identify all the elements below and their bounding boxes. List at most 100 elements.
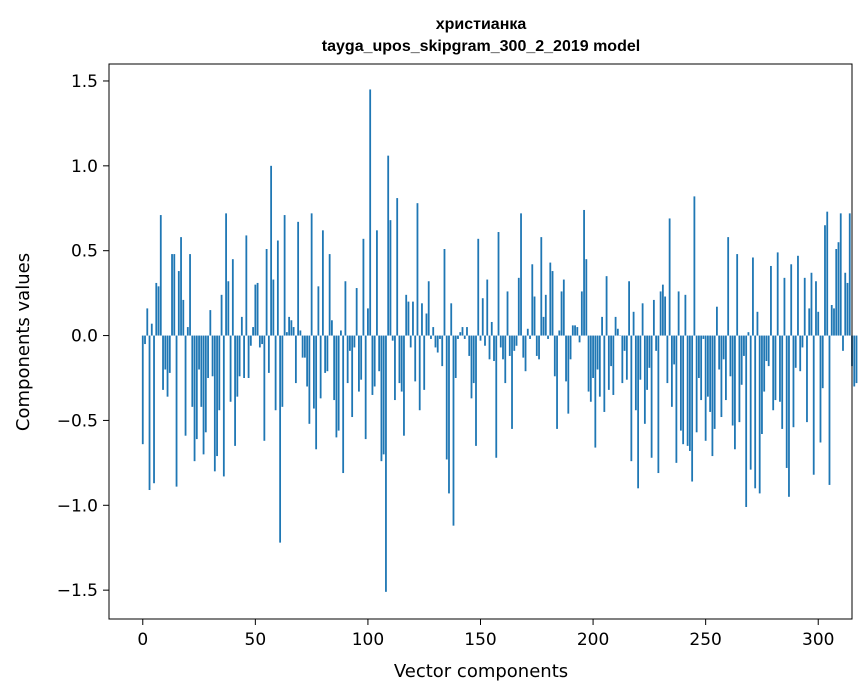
bar-component-268: [745, 335, 748, 507]
bar-series: [141, 89, 858, 592]
bar-component-42: [236, 335, 239, 397]
bar-component-48: [249, 335, 252, 346]
bar-component-172: [529, 335, 531, 339]
bar-component-67: [292, 327, 295, 336]
bar-component-251: [707, 335, 709, 397]
bar-component-152: [484, 335, 486, 346]
y-axis-ticks: 1.5 1.0 0.5 0.0 −0.5 −1.0 −1.5: [57, 72, 109, 601]
bar-component-131: [436, 335, 439, 353]
bar-component-181: [549, 262, 552, 336]
bar-component-28: [204, 335, 207, 433]
bar-component-225: [648, 335, 651, 368]
bar-component-100: [367, 308, 369, 336]
bar-component-281: [774, 335, 777, 401]
bar-component-36: [222, 335, 225, 477]
bar-component-22: [191, 335, 194, 407]
bar-component-211: [616, 328, 619, 336]
bar-component-288: [790, 264, 793, 336]
bar-component-266: [740, 335, 743, 385]
bar-component-203: [598, 335, 601, 397]
bar-component-90: [344, 281, 347, 336]
bar-component-189: [567, 335, 570, 414]
bar-component-126: [425, 313, 428, 336]
bar-component-17: [180, 237, 182, 336]
bar-component-217: [630, 335, 633, 462]
bar-component-116: [403, 335, 405, 436]
bar-component-50: [254, 284, 257, 336]
bar-component-141: [459, 332, 462, 336]
bar-component-237: [675, 335, 678, 463]
bar-component-310: [839, 213, 842, 336]
x-tick-label: 100: [352, 630, 384, 650]
bar-component-193: [576, 327, 579, 336]
bar-component-244: [691, 335, 694, 482]
bar-component-76: [312, 335, 315, 409]
bar-component-13: [171, 254, 173, 336]
bar-component-132: [439, 335, 441, 339]
bar-component-7: [157, 286, 160, 336]
y-tick-label: −0.5: [57, 411, 98, 431]
bar-component-214: [623, 335, 626, 351]
bar-component-184: [556, 335, 558, 429]
bar-component-45: [243, 335, 245, 378]
bar-component-205: [603, 335, 606, 412]
bar-component-59: [274, 335, 277, 411]
bar-component-219: [634, 335, 637, 411]
bar-component-264: [736, 254, 739, 336]
bar-component-243: [688, 335, 691, 451]
bar-component-145: [468, 335, 471, 356]
bar-component-80: [321, 230, 324, 336]
bar-component-175: [535, 335, 538, 356]
bar-component-158: [497, 232, 500, 336]
bar-component-72: [303, 335, 306, 358]
bar-component-15: [175, 335, 178, 487]
chart-title-line2: tayga_upos_skipgram_300_2_2019 model: [322, 38, 640, 55]
bar-component-164: [511, 335, 513, 429]
bar-component-259: [725, 335, 727, 401]
bar-component-185: [558, 330, 561, 336]
bar-component-81: [324, 335, 327, 373]
bar-component-210: [614, 316, 617, 336]
bar-component-197: [585, 259, 588, 336]
bar-component-289: [792, 335, 795, 428]
bar-component-4: [150, 323, 153, 336]
bar-component-55: [265, 249, 268, 336]
bar-component-311: [842, 335, 844, 351]
bar-component-86: [335, 335, 338, 438]
bar-component-29: [207, 335, 209, 378]
bar-component-314: [848, 213, 851, 336]
x-tick-label: 0: [137, 630, 148, 650]
bar-component-233: [666, 335, 669, 384]
bar-component-97: [360, 335, 363, 380]
bar-component-21: [189, 254, 191, 336]
bar-component-285: [783, 277, 786, 336]
bar-component-303: [824, 225, 826, 336]
bar-component-27: [202, 335, 205, 455]
bar-component-292: [799, 335, 802, 372]
bar-component-171: [526, 328, 529, 336]
bar-component-110: [389, 220, 392, 336]
bar-component-24: [195, 335, 198, 440]
bar-component-229: [657, 335, 660, 474]
bar-component-245: [693, 196, 696, 336]
bar-component-274: [758, 335, 761, 494]
bar-component-157: [495, 335, 498, 458]
bar-component-84: [331, 320, 333, 336]
bar-component-111: [391, 335, 394, 341]
bar-component-133: [441, 335, 444, 367]
bar-component-200: [592, 335, 594, 378]
bar-component-235: [670, 335, 673, 407]
bar-component-298: [812, 335, 815, 475]
bar-component-77: [315, 335, 318, 450]
bar-component-93: [351, 335, 354, 418]
bar-component-238: [677, 291, 680, 336]
bar-component-46: [245, 235, 248, 336]
bar-component-222: [641, 303, 644, 336]
bar-component-98: [362, 238, 365, 336]
bar-component-5: [153, 335, 155, 484]
bar-component-215: [625, 335, 628, 380]
bar-component-51: [256, 282, 259, 336]
bar-component-16: [177, 271, 180, 336]
chart-title-line1: христианка: [436, 16, 527, 33]
